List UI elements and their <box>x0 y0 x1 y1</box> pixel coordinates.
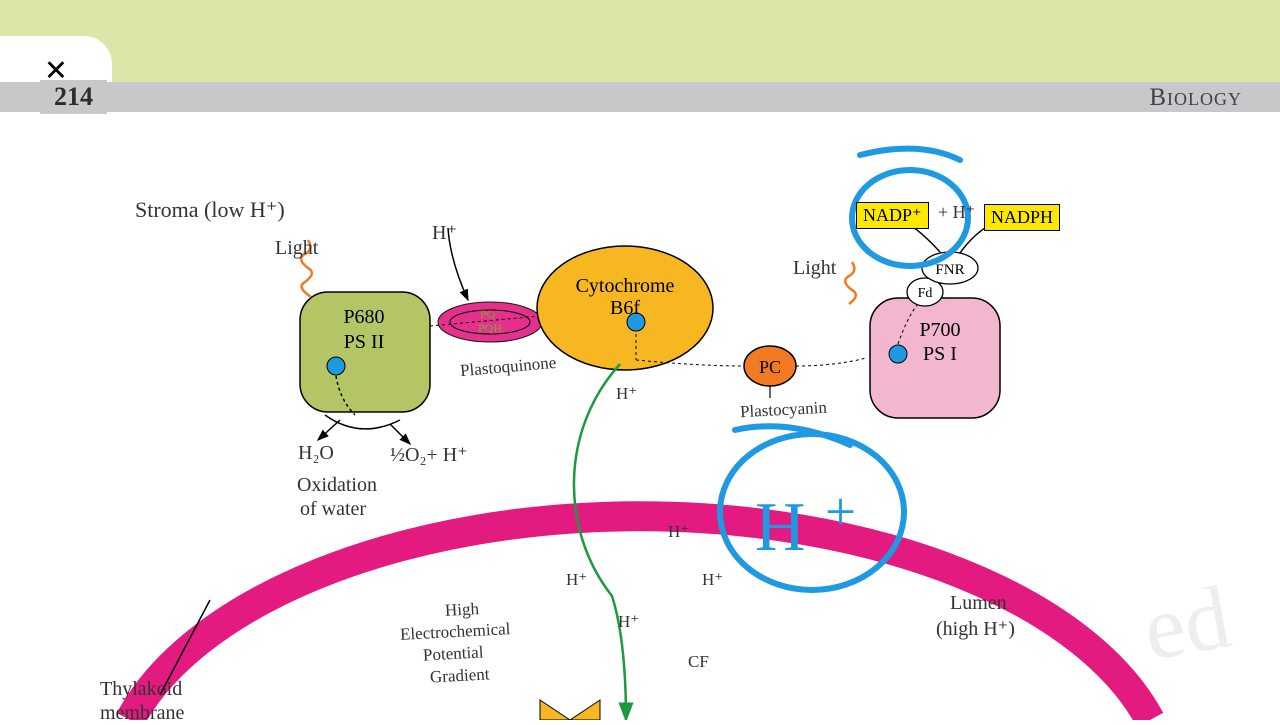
proton-gradient-arrow <box>574 364 626 720</box>
thylakoid2: membrane <box>100 702 184 725</box>
oxidation1: Oxidation <box>297 474 377 497</box>
fnr-label: FNR <box>935 262 964 278</box>
h-lumen-4: H⁺ <box>618 612 639 632</box>
thylakoid1: Thylakoid <box>100 678 182 701</box>
electron-transport-diagram: P680 PS II PQ PQH Cytochrome B6f PC P700 <box>0 112 1280 720</box>
o2h-label: ½O₂+ H⁺ <box>390 442 468 467</box>
ps1-complex: P700 PS I <box>870 298 1000 418</box>
handwritten-h: H <box>755 489 806 566</box>
plus-h-label: + H⁺ <box>938 202 975 223</box>
watermark: ed <box>1136 567 1237 679</box>
gradient-chevron <box>540 700 600 720</box>
grad1: High <box>444 599 479 621</box>
cyt-label2: B6f <box>610 297 640 319</box>
pc-label: PC <box>759 357 781 377</box>
subject-label: Biology <box>1149 84 1242 112</box>
cyt-label1: Cytochrome <box>576 275 675 297</box>
stroma-label: Stroma (low H⁺) <box>135 197 285 223</box>
plastoquinone: PQ PQH <box>430 302 542 342</box>
grad4: Gradient <box>430 664 490 687</box>
oxidation2: of water <box>300 498 366 521</box>
lumen2: (high H⁺) <box>936 616 1015 641</box>
grad3: Potential <box>423 642 484 665</box>
cf-label: CF <box>688 652 709 672</box>
light-right-squiggle <box>845 262 856 304</box>
pq-label: PQ <box>480 307 496 321</box>
nadph-box: NADPH <box>984 204 1060 231</box>
h-lumen-2: H⁺ <box>668 522 689 542</box>
h-lumen-3: H⁺ <box>566 570 587 590</box>
plastocyanin: PC <box>744 346 866 398</box>
h2o-label: H₂O <box>298 442 334 465</box>
nadp-box: NADP⁺ <box>856 202 929 229</box>
ps2-complex: P680 PS II <box>300 292 430 415</box>
fd-label: Fd <box>918 286 933 301</box>
psi-label1: P700 <box>919 319 960 341</box>
water-split <box>318 415 410 444</box>
psii-label2: PS II <box>344 331 385 353</box>
pqh-label: PQH <box>478 321 502 335</box>
psi-label2: PS I <box>923 343 957 365</box>
cytochrome-b6f: Cytochrome B6f <box>537 246 742 370</box>
title-bar <box>0 82 1280 112</box>
light-right-label: Light <box>793 257 836 280</box>
h-plus-label: H⁺ <box>432 220 457 245</box>
h-lumen-5: H⁺ <box>702 570 723 590</box>
page-number: 214 <box>40 80 107 114</box>
h-lumen-1: H⁺ <box>616 384 637 404</box>
light-left-label: Light <box>275 237 318 260</box>
psii-label1: P680 <box>343 306 384 328</box>
lumen1: Lumen <box>950 592 1007 615</box>
header-band <box>0 0 1280 82</box>
handwritten-plus: + <box>825 481 856 542</box>
